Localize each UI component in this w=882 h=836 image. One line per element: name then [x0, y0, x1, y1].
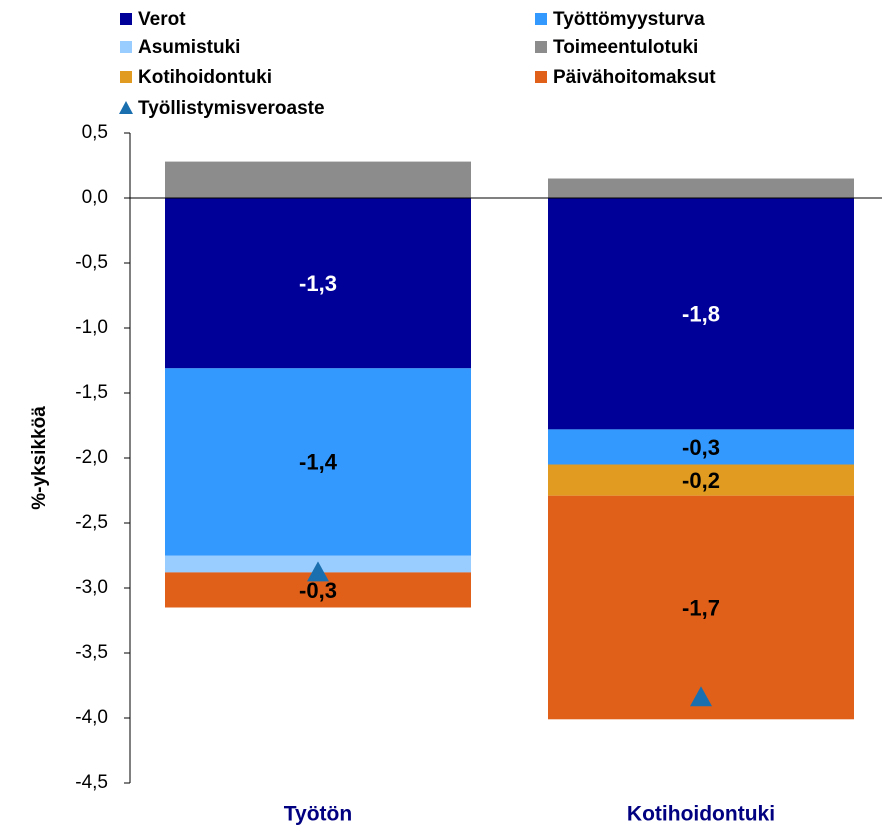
bar-segment: [548, 429, 854, 465]
data-label: -0,3: [299, 578, 337, 603]
x-tick-label: Työtön: [284, 803, 352, 826]
y-tick-label: -3,5: [75, 642, 108, 663]
data-label: -1,8: [682, 302, 720, 327]
legend-swatch: [535, 41, 547, 53]
legend-marker: [119, 101, 133, 114]
data-label: -1,4: [299, 450, 338, 475]
data-label: -1,3: [299, 271, 337, 296]
x-tick-label: Kotihoidontuki: [627, 803, 775, 826]
y-tick-label: -1,5: [75, 382, 108, 403]
bar-segment: [548, 464, 854, 496]
y-tick-label: -2,5: [75, 512, 108, 533]
bar-segment: [165, 161, 471, 198]
legend-label: Toimeentulotuki: [553, 37, 698, 58]
marker: [690, 686, 712, 707]
legend-label: Työllistymisveroaste: [138, 98, 325, 119]
y-tick-label: -4,0: [75, 707, 108, 728]
legend-label: Verot: [138, 9, 186, 30]
bar-segment: [548, 178, 854, 198]
marker: [307, 561, 329, 582]
legend-label: Päivähoitomaksut: [553, 67, 716, 88]
y-tick-label: -3,0: [75, 577, 108, 598]
y-tick-label: -1,0: [75, 317, 108, 338]
data-label: -0,3: [682, 435, 720, 460]
data-label: -1,7: [682, 595, 720, 620]
legend-label: Kotihoidontuki: [138, 67, 272, 88]
data-label: -0,2: [682, 468, 720, 493]
bar-segment: [548, 198, 854, 430]
y-tick-label: -0,5: [75, 252, 108, 273]
y-axis-label: %-yksikköä: [29, 406, 50, 510]
legend-swatch: [120, 71, 132, 83]
y-tick-label: -4,5: [75, 772, 108, 793]
bar-segment: [548, 495, 854, 720]
legend-label: Työttömyysturva: [553, 9, 705, 30]
y-tick-label: -2,0: [75, 447, 108, 468]
legend-label: Asumistuki: [138, 37, 240, 58]
legend-swatch: [120, 41, 132, 53]
y-tick-label: 0,5: [82, 122, 108, 143]
bar-segment: [165, 198, 471, 369]
y-tick-label: 0,0: [82, 187, 108, 208]
legend-swatch: [120, 13, 132, 25]
legend-swatch: [535, 71, 547, 83]
bar-segment: [165, 368, 471, 556]
legend-swatch: [535, 13, 547, 25]
